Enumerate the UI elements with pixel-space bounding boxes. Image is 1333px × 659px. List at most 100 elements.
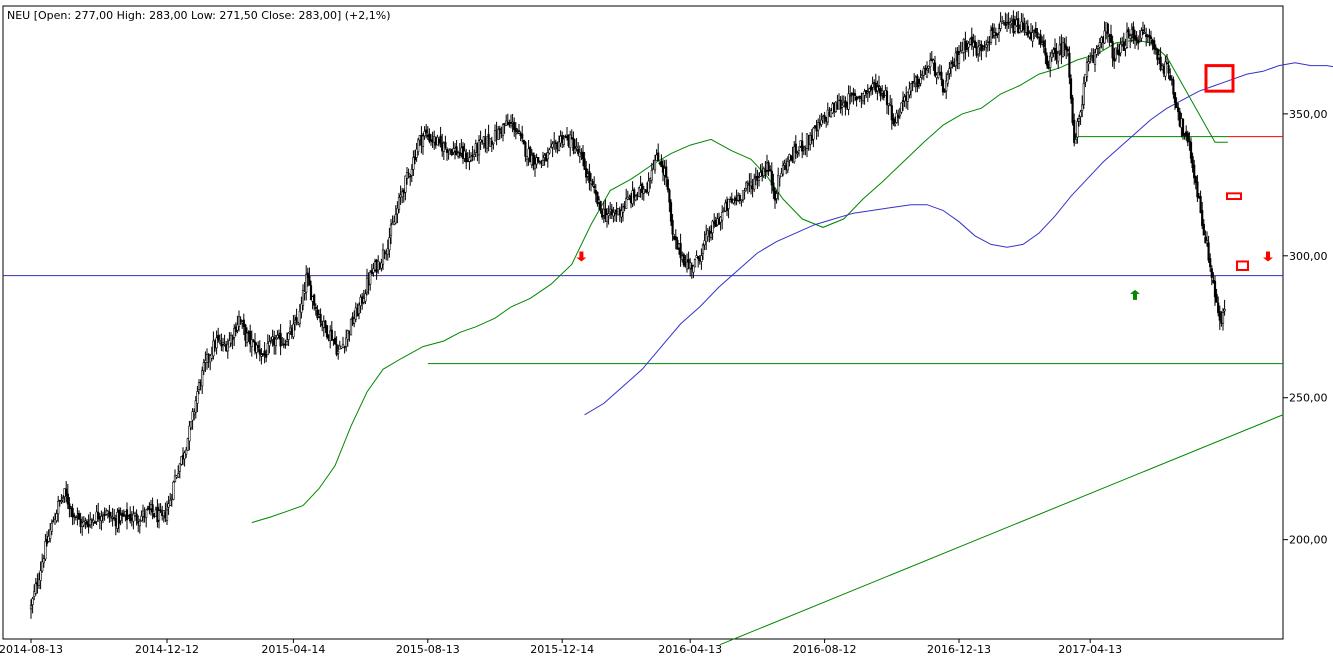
candle-body xyxy=(61,496,65,499)
candle-body xyxy=(1153,40,1156,50)
candle-body xyxy=(829,110,833,118)
signal-markers xyxy=(576,64,1273,300)
candle-body xyxy=(633,189,636,199)
candle-body xyxy=(231,337,234,340)
candle-body xyxy=(244,324,247,341)
candle-body xyxy=(933,62,937,76)
candle-body xyxy=(917,83,921,86)
candle-body xyxy=(849,95,852,97)
candle-body xyxy=(263,350,266,356)
candle-body xyxy=(986,42,989,46)
candle-body xyxy=(465,152,468,163)
candle-body xyxy=(569,134,572,148)
candle-body xyxy=(757,177,761,181)
signal-box xyxy=(1204,64,1235,93)
candle-body xyxy=(428,133,431,142)
candle-body xyxy=(604,208,607,220)
candle-body xyxy=(1021,22,1025,28)
candle-body xyxy=(1045,55,1049,66)
candle-body xyxy=(57,500,60,515)
candle-body xyxy=(138,521,141,527)
candle-body xyxy=(1071,97,1074,124)
candle-body xyxy=(981,48,985,50)
candle-body xyxy=(1210,268,1213,278)
candle-body xyxy=(335,344,338,355)
candle-body xyxy=(877,85,881,87)
candle-body xyxy=(455,146,458,156)
candle-body xyxy=(125,509,129,521)
candle-body xyxy=(220,342,223,347)
candle-body xyxy=(508,122,511,124)
candle-body xyxy=(929,60,932,68)
candle-body xyxy=(71,507,74,518)
candle-body xyxy=(172,481,175,500)
candle-body xyxy=(1138,39,1141,42)
x-tick-label: 2015-08-13 xyxy=(396,643,460,656)
candle-body xyxy=(250,339,253,348)
candle-body xyxy=(801,140,804,152)
candle-body xyxy=(121,512,124,516)
candle-body xyxy=(948,68,951,74)
candle-body xyxy=(217,335,220,340)
candle-body xyxy=(298,310,301,324)
candle-body xyxy=(337,351,340,354)
candle-body xyxy=(135,513,138,521)
candle-body xyxy=(401,191,404,198)
candle-body xyxy=(477,140,481,156)
candle-body xyxy=(721,212,724,221)
candle-body xyxy=(1149,36,1153,40)
candle-body xyxy=(189,421,193,429)
candle-body xyxy=(145,509,148,518)
candle-body xyxy=(796,152,799,155)
candle-body xyxy=(151,504,154,513)
candle-body xyxy=(113,517,116,520)
candle-body xyxy=(1135,37,1138,41)
moving-average-slow xyxy=(584,62,1333,416)
moving-average-fast xyxy=(251,39,1228,524)
candle-body xyxy=(180,456,183,465)
candle-body xyxy=(770,170,773,186)
candle-body xyxy=(313,294,316,306)
candle-body xyxy=(324,320,327,329)
candle-body xyxy=(1167,65,1170,74)
candle-body xyxy=(50,522,53,532)
candle-body xyxy=(722,210,725,213)
candle-body xyxy=(1065,45,1068,51)
candle-body xyxy=(197,382,201,390)
reference-lines xyxy=(3,136,1284,646)
candle-body xyxy=(919,77,922,84)
y-axis: 200,00 250,00 300,00 350,00 xyxy=(1283,108,1328,547)
candle-body xyxy=(425,129,428,134)
candle-body xyxy=(668,189,671,203)
candle-body xyxy=(727,198,730,209)
candle-body xyxy=(885,91,889,105)
candle-body xyxy=(501,124,505,137)
candle-body xyxy=(226,343,229,352)
candle-body xyxy=(1109,34,1113,43)
candle-body xyxy=(372,268,375,273)
candle-body xyxy=(1175,102,1178,109)
candle-body xyxy=(369,271,372,285)
candle-body xyxy=(242,319,245,328)
candle-body xyxy=(826,109,829,123)
candle-body xyxy=(1132,26,1135,39)
candle-body xyxy=(521,133,524,139)
candle-body xyxy=(415,148,418,158)
candle-body xyxy=(575,146,578,149)
candle-body xyxy=(492,142,495,145)
candle-body xyxy=(333,337,337,344)
candle-body xyxy=(178,463,181,472)
y-tick-label: 200,00 xyxy=(1289,534,1328,547)
candle-body xyxy=(319,314,322,323)
candle-body xyxy=(693,259,697,268)
candle-body xyxy=(781,164,785,175)
candle-body xyxy=(1181,118,1185,136)
candle-body xyxy=(1159,56,1162,70)
candle-body xyxy=(778,175,781,179)
plot-area xyxy=(2,5,1284,640)
candle-body xyxy=(29,605,33,610)
candle-body xyxy=(506,122,509,126)
candle-body xyxy=(380,262,383,269)
candle-body xyxy=(41,561,44,572)
